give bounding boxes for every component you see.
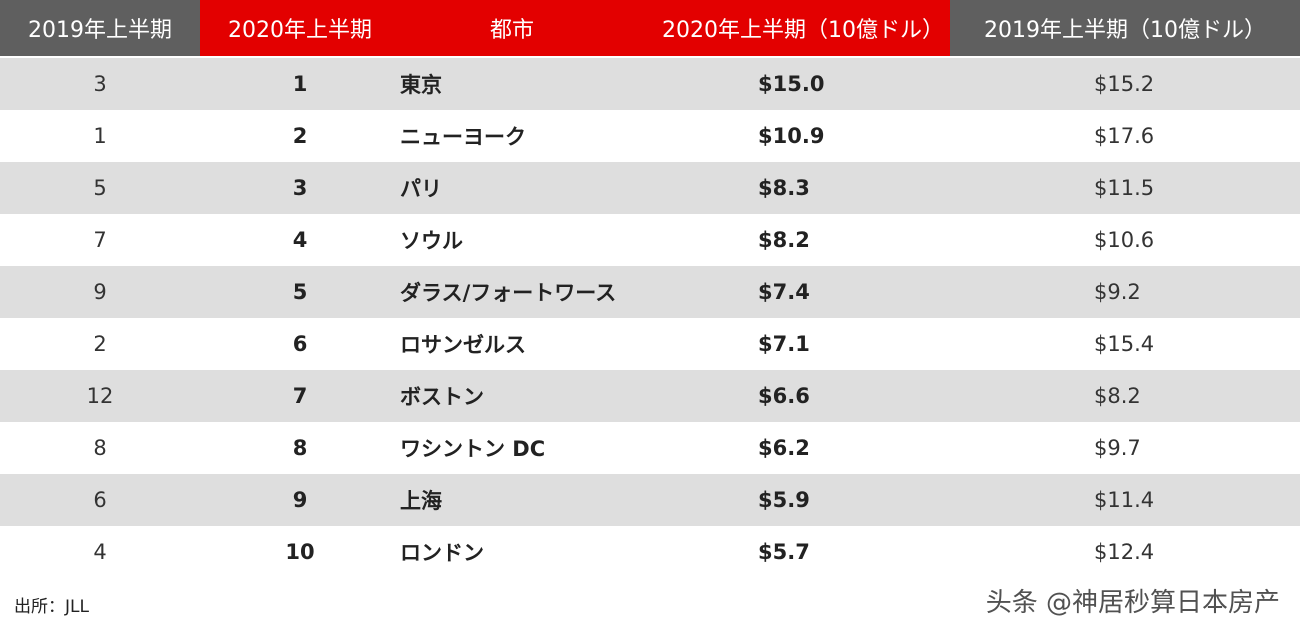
- table-row: 6 9 上海 $5.9 $11.4: [0, 474, 1300, 526]
- table-row: 9 5 ダラス/フォートワース $7.4 $9.2: [0, 266, 1300, 318]
- table-row: 1 2 ニューヨーク $10.9 $17.6: [0, 110, 1300, 162]
- rank-2020-cell: 9: [292, 488, 308, 512]
- rank-2019-cell: 7: [93, 228, 107, 252]
- rank-2020-cell: 4: [292, 228, 308, 252]
- city-cell: ニューヨーク: [400, 125, 526, 149]
- amount-2020-cell: $10.9: [758, 124, 825, 148]
- city-cell: ソウル: [400, 229, 463, 253]
- rank-2020-cell: 6: [292, 332, 308, 356]
- amount-2020-cell: $15.0: [758, 72, 825, 96]
- rank-2019-cell: 9: [93, 280, 107, 304]
- table-row: 4 10 ロンドン $5.7 $12.4: [0, 526, 1300, 578]
- city-cell: ダラス/フォートワース: [400, 281, 617, 305]
- city-cell: 東京: [400, 73, 442, 97]
- city-cell: ロサンゼルス: [400, 333, 526, 357]
- amount-2020-cell: $8.3: [758, 176, 810, 200]
- amount-2020-cell: $5.9: [758, 488, 810, 512]
- rank-2020-cell: 8: [292, 436, 308, 460]
- amount-2019-cell: $10.6: [1094, 228, 1155, 252]
- rank-2019-cell: 12: [86, 384, 114, 408]
- table-row: 2 6 ロサンゼルス $7.1 $15.4: [0, 318, 1300, 370]
- city-cell: ロンドン: [400, 541, 484, 565]
- rank-2019-cell: 3: [93, 72, 107, 96]
- rank-2020-cell: 5: [292, 280, 308, 304]
- amount-2020-cell: $5.7: [758, 540, 810, 564]
- table-row: 3 1 東京 $15.0 $15.2: [0, 58, 1300, 110]
- rank-2019-cell: 6: [93, 488, 107, 512]
- amount-2019-cell: $12.4: [1094, 540, 1155, 564]
- header-2019-amount: 2019年上半期（10億ドル）: [950, 0, 1300, 56]
- source-note: 出所：JLL: [14, 597, 89, 617]
- city-cell: 上海: [400, 489, 442, 513]
- rank-2020-cell: 1: [292, 72, 308, 96]
- rank-2020-cell: 2: [292, 124, 308, 148]
- table-row: 12 7 ボストン $6.6 $8.2: [0, 370, 1300, 422]
- rank-2020-cell: 10: [285, 540, 315, 564]
- amount-2020-cell: $7.1: [758, 332, 810, 356]
- header-2020-amount: 2020年上半期（10億ドル）: [630, 0, 950, 56]
- city-cell: パリ: [400, 177, 442, 201]
- rank-2019-cell: 2: [93, 332, 107, 356]
- rank-2019-cell: 4: [93, 540, 107, 564]
- table-body: 3 1 東京 $15.0 $15.2 1 2 ニューヨーク $10.9 $17.6 5 3 パリ $8.3…: [0, 58, 1300, 578]
- header-city: 都市: [400, 0, 630, 56]
- city-cell: ボストン: [400, 385, 484, 409]
- rank-2020-cell: 7: [292, 384, 308, 408]
- header-2019-rank: 2019年上半期: [0, 0, 200, 56]
- rank-2019-cell: 1: [93, 124, 107, 148]
- watermark: 头条 @神居秒算日本房产: [985, 588, 1280, 618]
- rank-2019-cell: 8: [93, 436, 107, 460]
- amount-2019-cell: $9.7: [1094, 436, 1141, 460]
- amount-2019-cell: $11.5: [1094, 176, 1155, 200]
- amount-2019-cell: $15.2: [1094, 72, 1155, 96]
- table-row: 7 4 ソウル $8.2 $10.6: [0, 214, 1300, 266]
- header-2020-rank: 2020年上半期: [200, 0, 400, 56]
- amount-2020-cell: $7.4: [758, 280, 810, 304]
- amount-2019-cell: $15.4: [1094, 332, 1155, 356]
- amount-2019-cell: $9.2: [1094, 280, 1141, 304]
- rank-2019-cell: 5: [93, 176, 107, 200]
- amount-2019-cell: $11.4: [1094, 488, 1155, 512]
- amount-2020-cell: $8.2: [758, 228, 810, 252]
- table-row: 8 8 ワシントン DC $6.2 $9.7: [0, 422, 1300, 474]
- city-cell: ワシントン DC: [400, 437, 546, 461]
- table-header: 2019年上半期 2020年上半期 都市 2020年上半期（10億ドル） 201…: [0, 0, 1300, 56]
- amount-2020-cell: $6.6: [758, 384, 810, 408]
- amount-2020-cell: $6.2: [758, 436, 810, 460]
- rank-2020-cell: 3: [292, 176, 308, 200]
- table-row: 5 3 パリ $8.3 $11.5: [0, 162, 1300, 214]
- amount-2019-cell: $8.2: [1094, 384, 1141, 408]
- amount-2019-cell: $17.6: [1094, 124, 1155, 148]
